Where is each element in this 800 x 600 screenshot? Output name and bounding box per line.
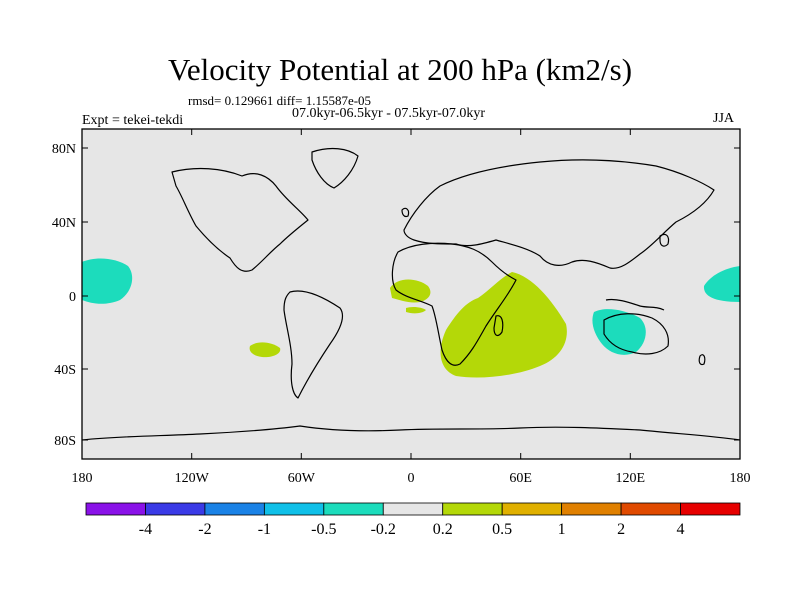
anomaly-negative-central-pacific-east (703, 266, 740, 302)
anomaly-negative-central-pacific-west (82, 258, 133, 304)
anomaly-positive-south-america (249, 342, 281, 358)
colorbar-label: -1 (258, 521, 271, 538)
colorbar-label: -4 (139, 521, 152, 538)
colorbar-swatch (323, 502, 384, 516)
colorbar-swatch (680, 502, 741, 516)
colorbar-label: -2 (198, 521, 211, 538)
colorbar-swatch (204, 502, 265, 516)
lat-tick-label: 40N (52, 216, 76, 231)
lon-tick-label: 60W (288, 471, 316, 486)
lon-tick-label: 0 (408, 471, 415, 486)
coastline-new-zealand (698, 354, 706, 366)
lat-tick-label: 40S (54, 363, 76, 378)
coastline-madagascar (493, 315, 504, 337)
plot-title: Velocity Potential at 200 hPa (km2/s) (167, 52, 633, 87)
lon-tick-label: 180 (72, 471, 93, 486)
colorbar-label: 0.2 (433, 521, 453, 538)
lat-tick-label: 80N (52, 142, 76, 157)
coastline-eurasia (403, 159, 715, 269)
lat-tick-label: 80S (54, 434, 76, 449)
colorbar-swatch (85, 502, 146, 516)
coastline-greenland (311, 147, 359, 189)
lon-tick-label: 120E (616, 471, 646, 486)
colorbar-swatch (382, 502, 444, 516)
lon-tick-label: 60E (509, 471, 532, 486)
colorbar-swatch (442, 502, 503, 516)
coastline-antarctica (81, 425, 741, 441)
colorbar-swatch (620, 502, 681, 516)
colorbar-label: 0.5 (492, 521, 512, 538)
coastline-australia (603, 313, 669, 355)
lat-tick-label: 0 (69, 290, 76, 305)
coastline-north-america (171, 167, 309, 272)
period-label: 07.0kyr-06.5kyr - 07.5kyr-07.0kyr (292, 106, 486, 121)
coastline-uk (401, 207, 410, 218)
lon-tick-label: 180 (730, 471, 751, 486)
colorbar: -4 -2 -1 -0.5 -0.2 0.2 0.5 1 2 4 (85, 502, 741, 538)
anomaly-positive-indian-ocean (440, 272, 567, 378)
coastline-japan (659, 233, 670, 247)
anomaly-positive-west-africa (390, 279, 431, 303)
lon-tick-label: 120W (175, 471, 210, 486)
coastline-indonesia (605, 298, 665, 311)
colorbar-label: -0.5 (311, 521, 336, 538)
colorbar-swatch (501, 502, 563, 516)
coastline-south-america (283, 290, 343, 399)
anomaly-positive-gulf-guinea-small (406, 306, 426, 314)
colorbar-swatch (561, 502, 622, 516)
stats-text: rmsd= 0.129661 diff= 1.15587e-05 (188, 93, 372, 108)
colorbar-label: 2 (617, 521, 625, 538)
anomaly-negative-australia (592, 309, 646, 355)
colorbar-swatch (145, 502, 206, 516)
coastline-africa (391, 242, 517, 366)
colorbar-label: 4 (677, 521, 685, 538)
colorbar-label: 1 (558, 521, 566, 538)
season-label: JJA (713, 111, 735, 126)
colorbar-label: -0.2 (371, 521, 396, 538)
colorbar-swatch (263, 502, 325, 516)
experiment-label: Expt = tekei-tekdi (82, 113, 184, 128)
